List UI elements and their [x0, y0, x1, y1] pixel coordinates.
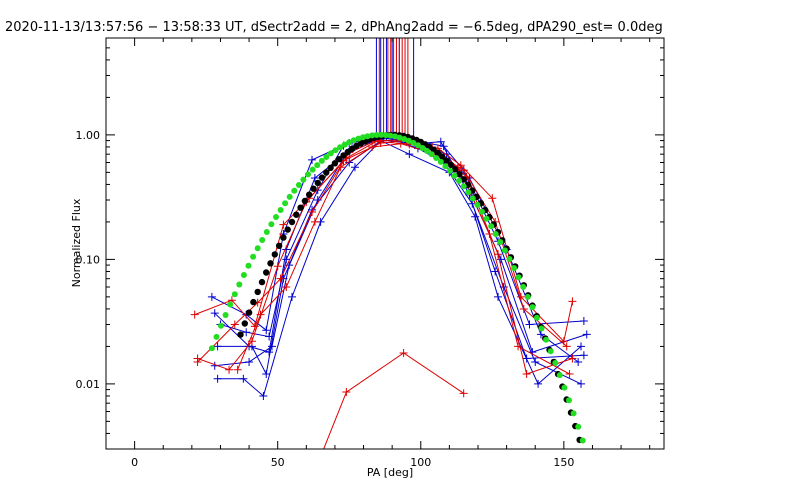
model-dot — [456, 178, 462, 184]
model-dot — [310, 167, 316, 173]
model-dot — [552, 360, 558, 366]
flux-vs-pa-chart: 2020-11-13/13:57:56 − 13:58:33 UT, dSect… — [0, 0, 800, 500]
model-dot — [272, 251, 278, 257]
model-dot — [571, 410, 577, 416]
model-dot — [534, 315, 540, 321]
model-dot — [323, 169, 329, 175]
model-dot — [223, 312, 229, 318]
y-tick-label: 0.01 — [76, 378, 101, 391]
model-dot — [484, 216, 490, 222]
model-dot — [246, 309, 252, 315]
chart-title: 2020-11-13/13:57:56 − 13:58:33 UT, dSect… — [5, 20, 663, 35]
model-dot — [209, 345, 215, 351]
x-tick-label: 0 — [131, 456, 138, 469]
model-dot — [319, 174, 325, 180]
model-dot — [479, 209, 485, 215]
model-dot — [539, 326, 545, 332]
model-dot — [255, 245, 261, 251]
model-dot — [520, 284, 526, 290]
model-dot — [438, 159, 444, 165]
model-dot — [227, 302, 233, 308]
model-dot — [300, 177, 306, 183]
model-dot — [287, 194, 293, 200]
model-dot — [305, 171, 311, 177]
model-dot — [236, 282, 242, 288]
model-dot — [246, 263, 252, 269]
x-tick-label: 150 — [553, 456, 574, 469]
model-dot — [273, 214, 279, 220]
model-dot — [507, 256, 513, 262]
model-dot — [529, 304, 535, 310]
model-dot — [259, 237, 265, 243]
model-dot — [470, 196, 476, 202]
model-dot — [218, 323, 224, 329]
chart-background — [0, 0, 800, 500]
model-dot — [289, 219, 295, 225]
model-dot — [276, 243, 282, 249]
y-tick-label: 1.00 — [76, 129, 101, 142]
model-dot — [306, 192, 312, 198]
model-dot — [433, 155, 439, 161]
model-dot — [314, 162, 320, 168]
model-dot — [315, 180, 321, 186]
model-dot — [297, 205, 303, 211]
model-dot — [561, 385, 567, 391]
model-dot — [278, 207, 284, 213]
model-dot — [264, 229, 270, 235]
model-dot — [268, 221, 274, 227]
model-dot — [447, 168, 453, 174]
model-dot — [280, 234, 286, 240]
model-dot — [516, 274, 522, 280]
model-dot — [285, 226, 291, 232]
model-dot — [310, 186, 316, 192]
model-dot — [241, 272, 247, 278]
x-axis-label: PA [deg] — [367, 466, 413, 479]
model-dot — [497, 239, 503, 245]
model-dot — [214, 334, 220, 340]
model-dot — [580, 438, 586, 444]
model-dot — [302, 198, 308, 204]
model-dot — [525, 294, 531, 300]
model-dot — [548, 348, 554, 354]
x-tick-label: 50 — [271, 456, 285, 469]
model-dot — [575, 424, 581, 430]
model-dot — [296, 182, 302, 188]
model-dot — [267, 260, 273, 266]
model-dot — [452, 173, 458, 179]
model-dot — [291, 188, 297, 194]
model-dot — [259, 279, 265, 285]
model-dot — [461, 183, 467, 189]
x-tick-label: 100 — [410, 456, 431, 469]
model-dot — [232, 291, 238, 297]
model-dot — [474, 202, 480, 208]
model-dot — [250, 254, 256, 260]
model-dot — [488, 223, 494, 229]
model-dot — [237, 331, 243, 337]
model-dot — [442, 163, 448, 169]
y-axis-label: Normalized Flux — [70, 198, 83, 287]
model-dot — [255, 289, 261, 295]
model-dot — [282, 200, 288, 206]
model-dot — [511, 265, 517, 271]
model-dot — [543, 337, 549, 343]
model-dot — [250, 299, 256, 305]
model-dot — [502, 247, 508, 253]
model-dot — [557, 372, 563, 378]
model-dot — [242, 320, 248, 326]
model-dot — [493, 231, 499, 237]
model-dot — [263, 269, 269, 275]
model-dot — [566, 397, 572, 403]
model-dot — [465, 189, 471, 195]
model-dot — [293, 212, 299, 218]
